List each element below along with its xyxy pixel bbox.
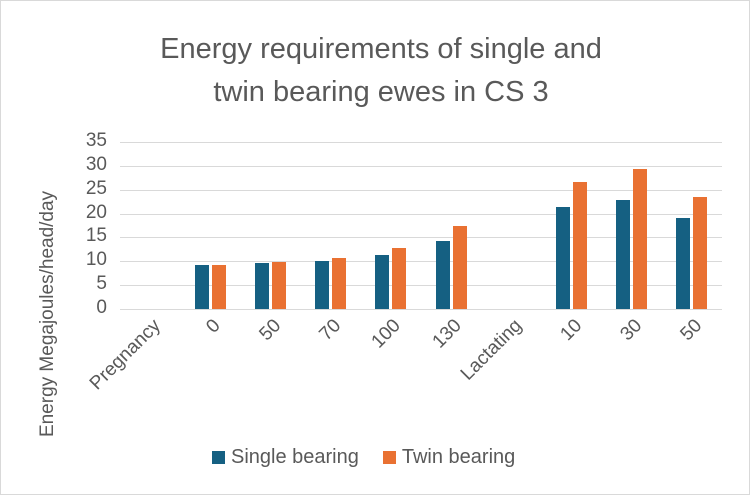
gridline (120, 237, 722, 238)
legend-swatch-single (212, 451, 225, 464)
y-tick-label: 10 (85, 249, 107, 271)
legend-item-twin: Twin bearing (382, 446, 516, 469)
y-tick-label: 30 (85, 153, 107, 175)
x-tick-label: 70 (315, 315, 346, 346)
bar-twin (212, 265, 227, 309)
y-tick-label: 20 (85, 201, 107, 223)
y-tick-label: 0 (96, 297, 107, 318)
bar-twin (272, 261, 287, 309)
chart-title-line-2: twin bearing ewes in CS 3 (213, 76, 549, 108)
x-tick-label: 130 (428, 315, 466, 353)
x-tick-label: Pregnancy (85, 315, 165, 395)
y-tick-label: 35 (85, 130, 107, 151)
gridline (120, 309, 722, 310)
bar-twin (332, 258, 347, 309)
bar-twin (452, 225, 467, 309)
gridline (120, 285, 722, 286)
chart-title: Energy requirements of single and twin b… (91, 28, 671, 114)
x-tick-label: 50 (676, 315, 707, 346)
legend-label-single: Single bearing (231, 446, 359, 468)
bar-single (555, 207, 570, 309)
bar-twin (572, 181, 587, 309)
bar-single (435, 240, 450, 309)
bar-twin (632, 169, 647, 309)
bar-single (195, 265, 210, 309)
gridline (120, 261, 722, 262)
y-axis-label: Energy Megajoules/head/day (37, 190, 58, 438)
bar-single (255, 263, 270, 309)
gridline (120, 166, 722, 167)
legend: Single bearing Twin bearing (212, 446, 539, 469)
bar-twin (392, 247, 407, 309)
bar-single (315, 261, 330, 309)
x-tick-label: 50 (255, 315, 286, 346)
bar-single (675, 218, 690, 309)
gridline (120, 142, 722, 143)
chart-title-line-1: Energy requirements of single and (160, 33, 602, 65)
x-tick-label: Lactating (456, 315, 526, 385)
y-tick-label: 25 (85, 177, 107, 199)
x-tick-label: 0 (202, 315, 225, 338)
gridline (120, 214, 722, 215)
gridline (120, 190, 722, 191)
y-tick-label: 15 (85, 225, 107, 247)
bar-single (375, 254, 390, 309)
x-tick-label: 100 (367, 315, 406, 353)
legend-item-single: Single bearing (212, 446, 359, 469)
x-tick-label: 30 (616, 315, 647, 346)
bar-single (615, 199, 630, 309)
x-tick-label: 10 (556, 315, 586, 346)
bar-twin (692, 196, 707, 309)
y-tick-label: 5 (96, 273, 107, 295)
legend-label-twin: Twin bearing (401, 446, 516, 468)
legend-swatch-twin (382, 451, 396, 464)
